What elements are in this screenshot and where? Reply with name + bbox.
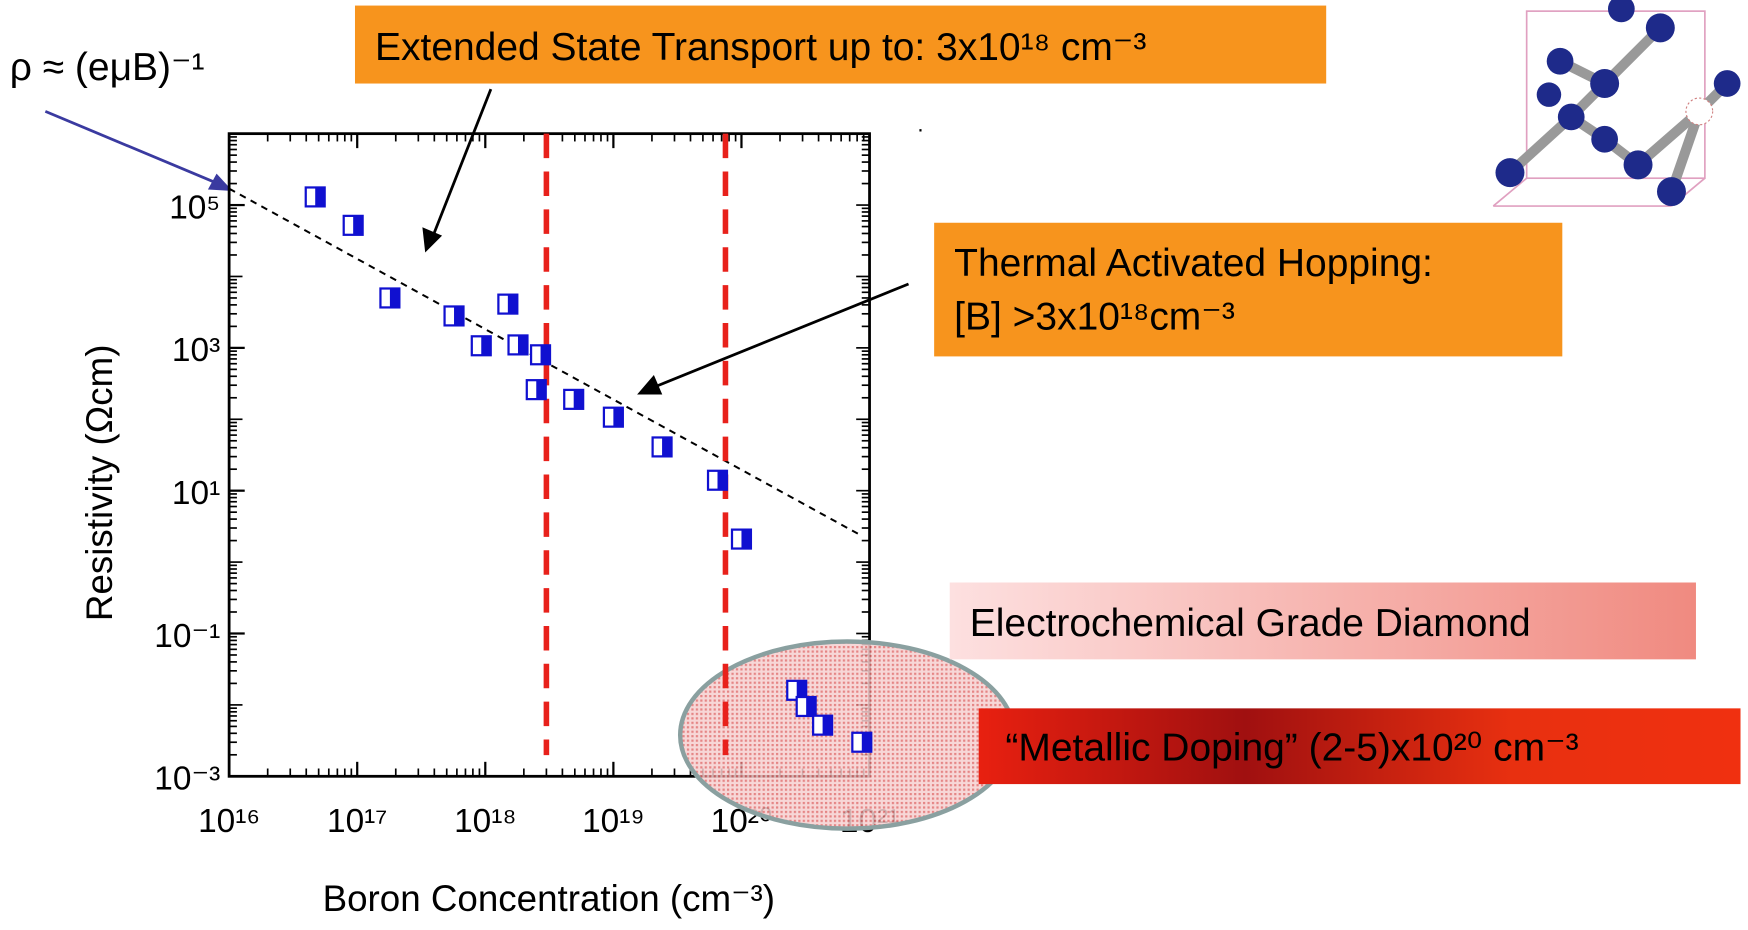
marker-fill xyxy=(353,215,363,235)
x-tick-label: 10¹⁹ xyxy=(582,803,645,840)
marker-fill xyxy=(454,306,464,326)
data-point xyxy=(730,528,753,550)
data-point xyxy=(342,214,364,236)
data-point xyxy=(507,334,529,356)
marker-fill xyxy=(717,470,727,490)
annotation: Electrochemical Grade Diamond xyxy=(970,602,1531,645)
marker-fill xyxy=(662,437,672,457)
dot: . xyxy=(917,111,923,136)
annotation: “Metallic Doping” (2-5)x10²⁰ cm⁻³ xyxy=(1005,727,1578,770)
annotation-box xyxy=(978,708,1741,785)
y-tick-label: 10⁻¹ xyxy=(154,618,220,655)
data-point xyxy=(795,695,817,718)
data-point xyxy=(304,186,326,208)
marker-fill xyxy=(536,380,546,400)
y-tick-label: 10¹ xyxy=(172,475,220,512)
crystal-illustration xyxy=(1492,0,1741,207)
x-tick-label: 10¹⁸ xyxy=(454,803,516,840)
annotation-box xyxy=(354,5,1327,84)
marker-fill xyxy=(481,336,491,356)
marker-fill xyxy=(315,187,325,207)
x-axis-label: Boron Concentration (cm⁻³) xyxy=(323,878,775,919)
data-point xyxy=(812,714,834,736)
marker-fill xyxy=(517,335,528,355)
annotation-box xyxy=(949,582,1696,660)
x-tick-label: 10¹⁷ xyxy=(327,803,387,840)
marker-fill xyxy=(613,407,623,427)
data-point xyxy=(651,436,673,458)
marker-fill xyxy=(573,389,584,409)
data-point xyxy=(602,406,624,428)
data-point xyxy=(786,679,808,701)
data-point xyxy=(851,731,873,753)
data-point xyxy=(470,335,492,357)
marker-fill xyxy=(806,697,816,716)
annotation: Extended State Transport up to: 3x10¹⁸ c… xyxy=(375,26,1146,69)
data-point xyxy=(706,469,729,491)
marker-fill xyxy=(741,529,751,549)
data-point xyxy=(563,388,585,410)
marker-fill xyxy=(389,288,400,308)
formula-arrow xyxy=(44,110,233,191)
marker-fill xyxy=(540,345,551,365)
annotation: Thermal Activated Hopping: xyxy=(954,242,1433,285)
y-tick-label: 10³ xyxy=(172,332,220,369)
plot-frame xyxy=(227,132,871,778)
y-tick-label: 10⁻³ xyxy=(154,761,220,798)
arrows xyxy=(422,88,910,395)
highlight-region xyxy=(677,639,1017,831)
annotation-box xyxy=(934,222,1563,357)
marker-fill xyxy=(822,715,833,735)
data-point xyxy=(443,305,465,327)
marker-fill xyxy=(507,294,518,314)
data-point xyxy=(525,379,547,401)
annotation: [B] >3x10¹⁸cm⁻³ xyxy=(954,296,1235,339)
data-point xyxy=(529,344,552,366)
y-axis-label: Resistivity (Ωcm) xyxy=(79,345,120,622)
x-tick-label: 10¹⁶ xyxy=(198,803,260,840)
data-point xyxy=(379,287,401,309)
y-tick-label: 10⁵ xyxy=(169,189,220,226)
marker-fill xyxy=(796,680,807,700)
data-point xyxy=(497,293,519,315)
formula: ρ ≈ (eμB)⁻¹ xyxy=(10,46,205,89)
marker-fill xyxy=(861,732,872,752)
